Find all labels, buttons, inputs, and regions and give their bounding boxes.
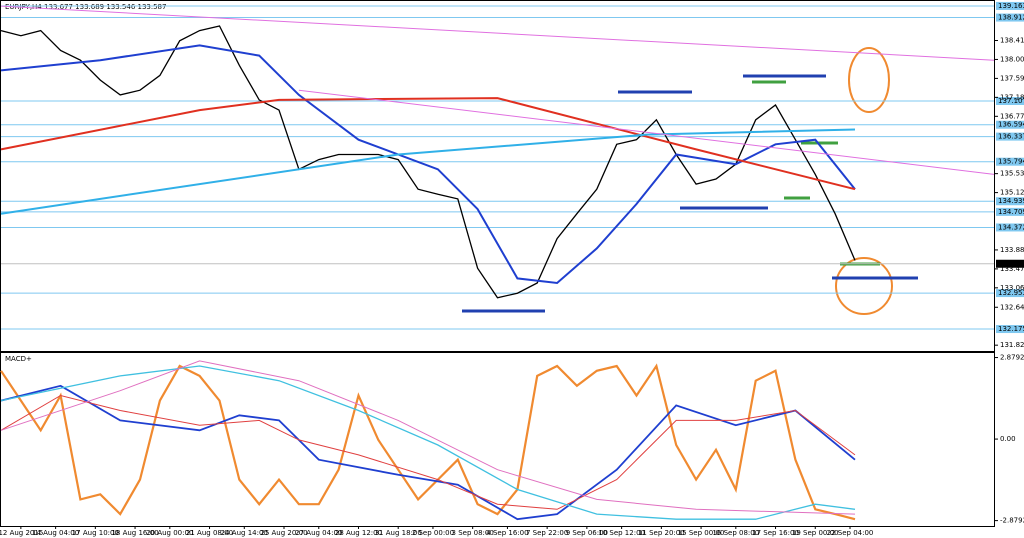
level-label: 134.939	[998, 197, 1024, 205]
pane-title: MACD+	[5, 355, 32, 363]
x-tick-label: 4 Sep 16:00	[486, 529, 528, 537]
level-label: 138.912	[998, 14, 1024, 22]
y-tick-label: 135.126	[1000, 189, 1024, 197]
series-line	[0, 365, 856, 520]
y-tick-label: 138.006	[1000, 55, 1024, 63]
x-tick-label: 20 Aug 00:00	[146, 529, 193, 537]
x-tick-label: 17 Sep 16:00	[752, 529, 799, 537]
level-tag	[996, 223, 1024, 232]
y-tick-label: 133.066	[1000, 284, 1024, 292]
level-label: 134.709	[998, 208, 1024, 216]
x-tick-label: 9 Sep 06:00	[566, 529, 608, 537]
series-line	[0, 97, 856, 191]
level-label: 132.175	[998, 325, 1024, 333]
current-price-tag	[996, 259, 1024, 268]
x-tick-label: 12 Aug 2015	[0, 529, 43, 537]
series-line	[0, 44, 856, 285]
level-label: 134.372	[998, 223, 1024, 231]
level-label: 132.953	[998, 289, 1024, 297]
level-tag	[996, 132, 1024, 141]
x-tick-label: 18 Aug 16:00	[111, 529, 158, 537]
x-tick-label: 15 Sep 00:00	[678, 529, 725, 537]
series-line	[0, 360, 856, 515]
x-tick-label: 7 Sep 22:00	[526, 529, 568, 537]
series-line	[0, 5, 995, 61]
y-tick-label: 137.596	[1000, 74, 1024, 82]
x-tick-label: 10 Sep 12:00	[598, 529, 645, 537]
macd-pane	[0, 352, 995, 527]
y-tick-label: 136.776	[1000, 112, 1024, 120]
series-line	[0, 394, 856, 510]
x-tick-label: 16 Sep 08:00	[712, 529, 759, 537]
y-tick-label: 133.476	[1000, 265, 1024, 273]
y-tick-label: 0.00	[1000, 435, 1016, 443]
y-tick-label: 133.886	[1000, 246, 1024, 254]
x-tick-label: 17 Aug 10:00	[72, 529, 119, 537]
level-label: 139.163	[998, 2, 1024, 10]
y-tick-label: -2.8792	[1000, 517, 1024, 525]
level-label: 137.107	[998, 97, 1024, 105]
series-line	[0, 128, 856, 215]
level-tag	[996, 120, 1024, 129]
level-tag	[996, 197, 1024, 206]
level-label: 136.337	[998, 133, 1024, 141]
x-tick-label: 25 Aug 20:00	[260, 529, 307, 537]
x-tick-label: 27 Aug 04:00	[295, 529, 342, 537]
level-label: 136.594	[998, 121, 1024, 129]
y-tick-label: 2.8792	[1000, 354, 1024, 362]
x-tick-label: 21 Aug 08:00	[186, 529, 233, 537]
y-tick-label: 132.646	[1000, 303, 1024, 311]
level-tag	[996, 1, 1024, 10]
circle-annotation	[835, 257, 893, 315]
level-tag	[996, 289, 1024, 298]
series-line	[298, 89, 995, 175]
series-line	[0, 363, 856, 521]
x-tick-label: 11 Sep 20:00	[638, 529, 685, 537]
price-pane	[0, 0, 995, 352]
x-tick-label: 24 Aug 14:00	[221, 529, 268, 537]
y-tick-label: 138.416	[1000, 36, 1024, 44]
level-tag	[996, 97, 1024, 106]
level-tag	[996, 207, 1024, 216]
pane-title: EURJPY,H4 133.677 133.689 133.546 133.58…	[5, 3, 166, 11]
level-tag	[996, 157, 1024, 166]
x-tick-label: 28 Aug 12:00	[335, 529, 382, 537]
x-tick-label: 31 Aug 18:00	[375, 529, 422, 537]
y-tick-label: 135.536	[1000, 170, 1024, 178]
current-price-label: 133.587	[998, 260, 1024, 268]
y-tick-label: 131.826	[1000, 341, 1024, 349]
series-line	[0, 384, 856, 521]
y-tick-label: 137.186	[1000, 93, 1024, 101]
level-tag	[996, 325, 1024, 334]
level-tag	[996, 13, 1024, 22]
x-tick-label: 19 Sep 00:00	[792, 529, 839, 537]
x-tick-label: 2 Sep 00:00	[412, 529, 454, 537]
x-tick-label: 14 Aug 04:00	[32, 529, 79, 537]
series-line	[0, 25, 856, 299]
x-tick-label: 3 Sep 08:00	[452, 529, 494, 537]
level-label: 135.794	[998, 158, 1024, 166]
circle-annotation	[848, 47, 890, 113]
x-tick-label: 22 Sep 04:00	[827, 529, 874, 537]
